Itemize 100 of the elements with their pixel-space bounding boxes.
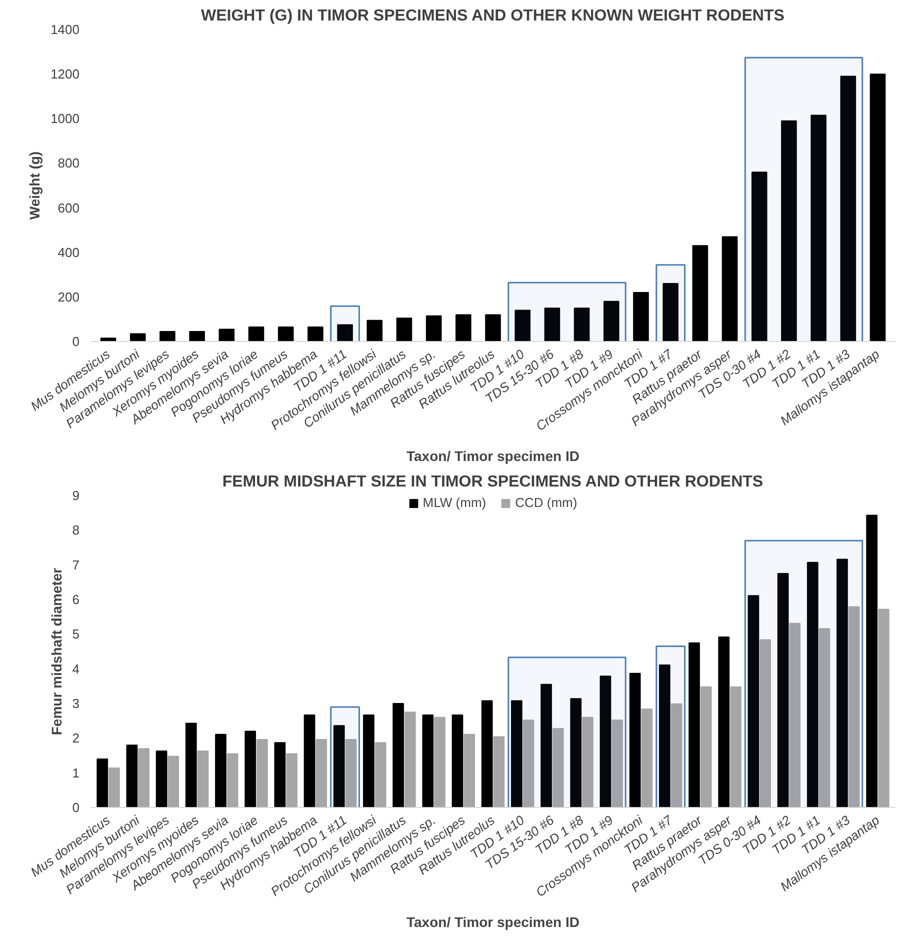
y-tick-label: 4 <box>72 661 80 676</box>
y-tick-label: 9 <box>72 488 80 503</box>
y-tick-label: 6 <box>72 592 80 607</box>
y-tick-label: 7 <box>72 557 80 572</box>
chart-title: FEMUR MIDSHAFT SIZE IN TIMOR SPECIMENS AND OTHER RODENTS <box>222 474 764 490</box>
bar <box>481 700 493 808</box>
bar <box>218 328 235 342</box>
bar <box>304 714 316 808</box>
bar <box>464 734 476 808</box>
y-tick-label: 1000 <box>50 111 80 126</box>
bar <box>540 684 552 808</box>
bar <box>522 720 534 808</box>
bar <box>818 628 830 808</box>
bar <box>160 330 176 342</box>
y-axis-title: Weight (g) <box>26 151 43 220</box>
bar <box>700 686 712 808</box>
bar <box>130 333 146 342</box>
bar <box>493 736 505 808</box>
bar <box>392 703 404 808</box>
bar <box>96 758 108 808</box>
bar <box>760 639 771 808</box>
bar <box>485 314 501 342</box>
bar <box>197 750 209 808</box>
bar <box>456 314 472 342</box>
bar <box>662 283 678 342</box>
y-tick-label: 1200 <box>50 66 80 82</box>
bar <box>789 622 801 808</box>
bar <box>426 315 442 342</box>
bar <box>434 716 446 808</box>
chart-title: WEIGHT (G) IN TIMOR SPECIMENS AND OTHER KNOWN WEIGHT RODENTS <box>201 8 785 24</box>
bar <box>404 712 416 808</box>
bar <box>396 318 412 342</box>
bar <box>866 514 878 808</box>
x-axis-title: Taxon/ Timor specimen ID <box>406 448 580 464</box>
bar <box>629 672 641 808</box>
bar <box>308 326 324 342</box>
bar <box>363 714 374 808</box>
bar <box>781 120 797 342</box>
bar <box>810 114 826 342</box>
bar <box>582 716 594 808</box>
bar <box>126 744 138 808</box>
y-tick-label: 800 <box>58 156 80 171</box>
bar <box>366 320 383 342</box>
bar <box>641 708 653 808</box>
bar <box>156 750 168 808</box>
bar <box>730 686 742 808</box>
y-axis-title: Femur midshaft diameter <box>48 567 64 736</box>
bar <box>603 300 620 342</box>
y-tick-label: 1 <box>72 765 80 780</box>
bar <box>226 753 238 808</box>
y-tick-label: 200 <box>58 289 80 304</box>
bar <box>316 739 328 808</box>
bar <box>670 703 682 808</box>
y-tick-label: 2 <box>72 730 80 746</box>
y-tick-label: 8 <box>72 522 80 538</box>
bar <box>570 698 582 808</box>
bar <box>777 573 789 808</box>
bar <box>748 595 760 808</box>
bar <box>185 722 197 808</box>
legend-label: MLW (mm) <box>422 495 486 510</box>
legend-label: CCD (mm) <box>515 495 578 510</box>
bar <box>278 326 294 342</box>
bar <box>574 308 590 342</box>
bar <box>189 330 205 342</box>
x-axis-title: Taxon/ Timor specimen ID <box>406 914 580 930</box>
bar <box>751 172 768 342</box>
bar <box>688 642 700 808</box>
bar <box>600 676 612 808</box>
bar <box>248 326 264 342</box>
bar <box>612 720 623 808</box>
bar <box>374 742 386 808</box>
bar <box>286 753 298 808</box>
bar <box>100 338 116 342</box>
y-tick-label: 0 <box>72 800 80 815</box>
bar <box>422 714 434 808</box>
bar <box>244 730 256 808</box>
bar <box>692 245 708 342</box>
bar <box>514 310 530 342</box>
bar <box>345 739 357 808</box>
bar <box>256 739 268 808</box>
bar <box>452 714 464 808</box>
bar <box>718 636 730 808</box>
bar <box>168 756 180 808</box>
y-tick-label: 600 <box>58 200 80 216</box>
bar <box>836 558 848 808</box>
bar <box>722 236 738 342</box>
bar <box>108 767 120 808</box>
bar <box>840 76 856 342</box>
y-tick-label: 400 <box>58 244 80 260</box>
bar <box>878 608 890 808</box>
bar <box>806 562 818 808</box>
bar <box>848 606 860 808</box>
y-tick-label: 5 <box>72 626 80 642</box>
y-tick-label: 0 <box>72 334 80 349</box>
bar <box>138 748 150 808</box>
bar <box>510 700 522 808</box>
y-tick-label: 3 <box>72 696 80 711</box>
bar <box>552 728 564 808</box>
bar <box>274 742 286 808</box>
y-tick-label: 1400 <box>50 22 80 37</box>
